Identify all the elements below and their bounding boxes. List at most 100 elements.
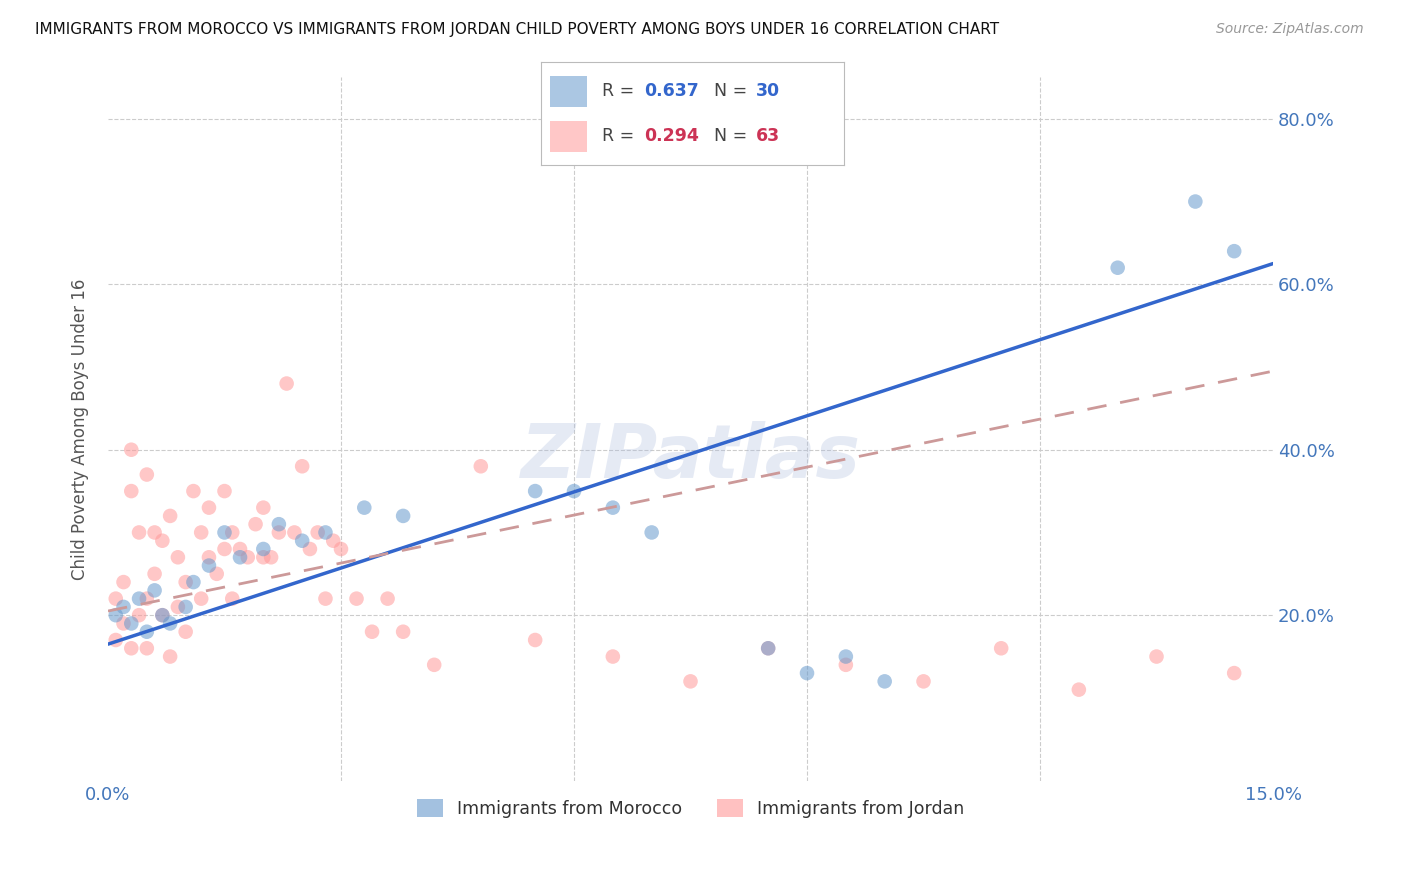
Point: [679, 674, 702, 689]
Point: [245, 517, 267, 532]
Point: [252, 541, 274, 556]
Point: [1146, 649, 1168, 664]
Point: [229, 541, 252, 556]
Point: [470, 459, 492, 474]
Text: IMMIGRANTS FROM MOROCCO VS IMMIGRANTS FROM JORDAN CHILD POVERTY AMONG BOYS UNDER: IMMIGRANTS FROM MOROCCO VS IMMIGRANTS FR…: [35, 22, 1000, 37]
Point: [835, 657, 858, 672]
Point: [640, 525, 662, 540]
Point: [392, 508, 415, 523]
Point: [912, 674, 935, 689]
Point: [112, 599, 135, 614]
Point: [159, 508, 181, 523]
Point: [150, 533, 173, 548]
Point: [267, 517, 290, 532]
Point: [198, 500, 221, 515]
Point: [267, 525, 290, 540]
Point: [112, 575, 135, 590]
Point: [392, 624, 415, 639]
Point: [602, 500, 624, 515]
Point: [104, 591, 127, 606]
Point: [183, 484, 205, 499]
Point: [174, 599, 197, 614]
Point: [236, 550, 259, 565]
Point: [128, 608, 150, 623]
Point: [135, 641, 157, 656]
Point: [291, 459, 314, 474]
Point: [291, 533, 314, 548]
Bar: [550, 121, 586, 152]
Point: [135, 624, 157, 639]
Point: [135, 591, 157, 606]
Point: [167, 550, 190, 565]
Point: [1223, 666, 1246, 681]
Point: [104, 632, 127, 647]
Point: [361, 624, 384, 639]
Legend: Immigrants from Morocco, Immigrants from Jordan: Immigrants from Morocco, Immigrants from…: [411, 792, 972, 825]
Point: [602, 649, 624, 664]
Point: [260, 550, 283, 565]
Point: [120, 641, 142, 656]
Text: N =: N =: [714, 128, 752, 145]
Text: N =: N =: [714, 82, 752, 100]
Point: [330, 541, 353, 556]
Point: [198, 550, 221, 565]
Text: R =: R =: [602, 128, 640, 145]
Text: 0.637: 0.637: [644, 82, 699, 100]
Point: [562, 484, 585, 499]
Point: [174, 624, 197, 639]
Point: [167, 599, 190, 614]
Point: [796, 666, 818, 681]
Point: [190, 591, 212, 606]
Point: [190, 525, 212, 540]
Point: [135, 467, 157, 482]
Point: [120, 442, 142, 457]
Point: [283, 525, 305, 540]
Bar: [550, 76, 586, 106]
Text: 0.294: 0.294: [644, 128, 699, 145]
Point: [1107, 260, 1129, 275]
Point: [252, 550, 274, 565]
Y-axis label: Child Poverty Among Boys Under 16: Child Poverty Among Boys Under 16: [72, 278, 89, 580]
Point: [128, 525, 150, 540]
Point: [298, 541, 321, 556]
Point: [835, 649, 858, 664]
Point: [159, 616, 181, 631]
Point: [756, 641, 779, 656]
Point: [524, 484, 547, 499]
Text: ZIPatlas: ZIPatlas: [520, 421, 860, 493]
Point: [221, 591, 243, 606]
Point: [314, 525, 336, 540]
Point: [314, 591, 336, 606]
Point: [322, 533, 344, 548]
Text: Source: ZipAtlas.com: Source: ZipAtlas.com: [1216, 22, 1364, 37]
Point: [159, 649, 181, 664]
Point: [143, 525, 166, 540]
Point: [205, 566, 228, 581]
Point: [276, 376, 298, 391]
Point: [1184, 194, 1206, 209]
Point: [150, 608, 173, 623]
Point: [104, 608, 127, 623]
Point: [229, 550, 252, 565]
Point: [346, 591, 368, 606]
Point: [307, 525, 329, 540]
Point: [252, 500, 274, 515]
Point: [990, 641, 1012, 656]
Point: [423, 657, 446, 672]
Point: [112, 616, 135, 631]
Point: [221, 525, 243, 540]
Point: [143, 583, 166, 598]
Point: [183, 575, 205, 590]
Text: R =: R =: [602, 82, 640, 100]
Point: [1223, 244, 1246, 259]
Point: [524, 632, 547, 647]
Point: [174, 575, 197, 590]
Point: [120, 484, 142, 499]
Point: [214, 541, 236, 556]
Point: [198, 558, 221, 573]
Point: [214, 484, 236, 499]
Point: [1067, 682, 1090, 697]
Point: [873, 674, 896, 689]
Text: 30: 30: [756, 82, 780, 100]
Point: [214, 525, 236, 540]
